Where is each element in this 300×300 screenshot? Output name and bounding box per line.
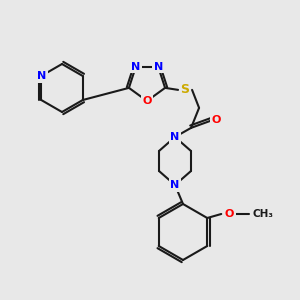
Text: S: S — [181, 83, 190, 96]
Text: N: N — [154, 61, 163, 72]
Text: O: O — [225, 209, 234, 219]
Text: N: N — [170, 180, 180, 190]
Text: CH₃: CH₃ — [252, 209, 273, 219]
Text: N: N — [37, 71, 46, 81]
Text: N: N — [170, 132, 180, 142]
Text: O: O — [212, 115, 221, 125]
Text: O: O — [142, 96, 152, 106]
Text: N: N — [131, 61, 140, 72]
